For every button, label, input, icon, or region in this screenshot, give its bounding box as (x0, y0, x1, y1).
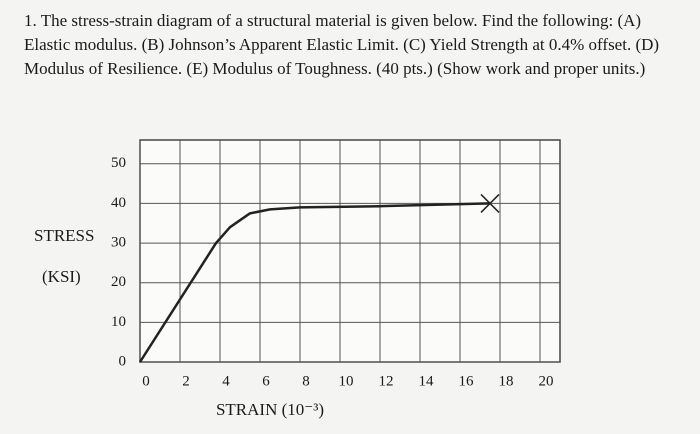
y-tick-label: 40 (111, 195, 126, 211)
x-tick-label: 10 (339, 373, 354, 389)
x-tick-label: 8 (302, 373, 310, 389)
x-tick-label: 18 (499, 373, 514, 389)
x-tick-label: 4 (222, 373, 230, 389)
y-tick-label: 0 (119, 353, 127, 369)
y-tick-label: 30 (111, 235, 126, 251)
x-axis-label: STRAIN (10⁻³) (216, 400, 324, 419)
y-tick-label: 20 (111, 274, 126, 290)
x-tick-label: 0 (142, 373, 150, 389)
x-tick-label: 6 (262, 373, 270, 389)
x-tick-label: 14 (419, 373, 435, 389)
x-tick-label: 12 (379, 373, 394, 389)
question-line: Elastic modulus. (B) Johnson’s Apparent … (24, 35, 659, 54)
stress-strain-curve (138, 202, 491, 363)
question-line: 1. The stress-strain diagram of a struct… (24, 11, 641, 30)
y-axis-label: STRESS (34, 226, 94, 245)
question-line: Modulus of Resilience. (E) Modulus of To… (24, 59, 645, 78)
x-tick-label: 2 (182, 373, 190, 389)
y-tick-label: 10 (111, 314, 126, 330)
x-tick-label: 20 (539, 373, 554, 389)
x-tick-label: 16 (459, 373, 475, 389)
y-axis-label: (KSI) (42, 267, 81, 286)
y-tick-label: 50 (111, 155, 126, 171)
fracture-mark (480, 193, 500, 213)
plot-frame (139, 139, 561, 363)
